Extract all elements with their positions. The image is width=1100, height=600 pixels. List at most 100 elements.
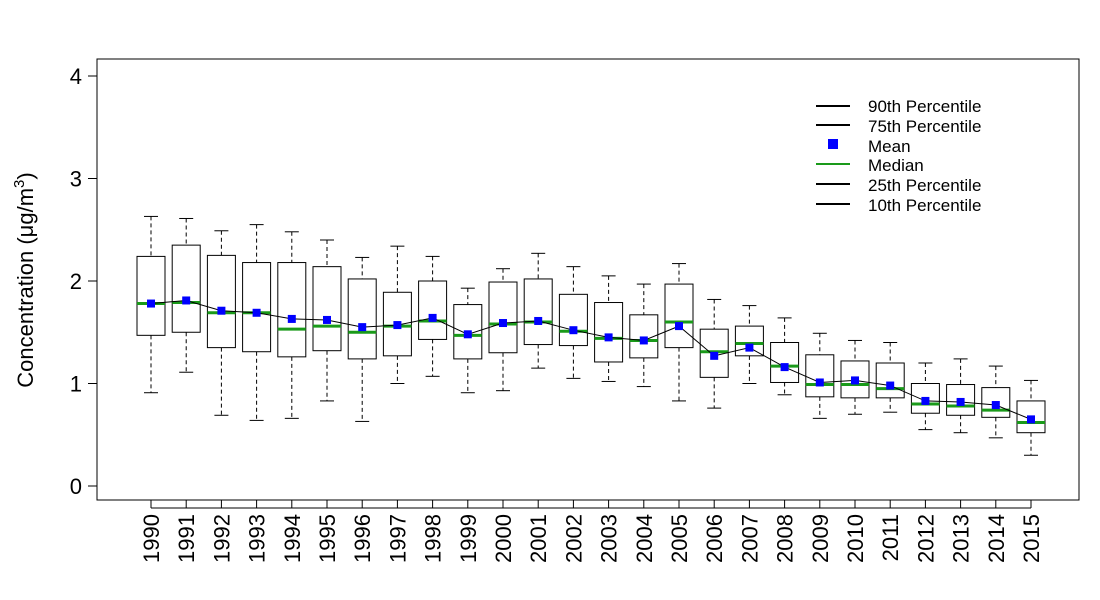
x-tick-label: 2013 [949,514,974,563]
mean-marker [956,397,965,406]
box-2008 [770,317,800,396]
mean-marker [217,306,226,315]
x-tick-label: 2015 [1019,514,1044,563]
y-tick-label: 0 [70,474,82,499]
iqr-box [805,354,835,398]
iqr-box [312,266,342,352]
x-tick-label: 2012 [913,514,938,563]
mean-line [150,299,1032,420]
iqr-box [171,244,201,333]
x-tick-label: 1993 [245,514,270,563]
x-tick-label: 1996 [350,514,375,563]
mean-marker [675,322,683,331]
iqr-box [136,255,166,336]
box-1990 [136,215,166,394]
box-1994 [277,231,307,419]
mean-marker [393,321,402,330]
x-tick-label: 1995 [315,514,340,563]
box-1991 [171,217,201,373]
mean-marker [463,330,472,339]
mean-marker [921,396,930,405]
mean-marker [604,333,613,342]
box-2011 [875,342,905,413]
x-tick-label: 1992 [209,514,234,563]
box-1992 [206,230,236,416]
y-tick-label: 3 [70,167,82,192]
box-1999 [453,287,483,394]
x-tick-label: 2011 [878,514,903,561]
box-2009 [805,332,835,419]
box-2013 [946,358,976,434]
box-series [136,215,1046,456]
legend-label-p75: 75th Percentile [868,117,981,136]
mean-marker [886,381,895,390]
legend-label-p10: 10th Percentile [868,196,981,215]
y-axis-title-close: ) [13,172,38,179]
iqr-box [277,262,307,358]
y-axis-title-main: Concentration ( [13,237,38,388]
box-1996 [347,256,377,422]
x-axis: 1990 1991 1992 1993 1994 1995 1996 1997 1998 1999… [139,500,1044,563]
x-tick-label: 2009 [808,514,833,563]
box-2000 [488,268,518,392]
mean-marker [1027,415,1035,424]
iqr-box [242,262,272,353]
iqr-box [488,281,518,354]
x-tick-label: 2006 [702,514,727,563]
mean-marker [287,314,296,323]
y-axis-title-unit: g/m [13,188,38,225]
x-tick-label: 2010 [843,514,868,563]
x-tick-label: 1999 [456,514,481,563]
iqr-box [875,362,905,399]
x-tick-label: 2000 [491,514,516,563]
mean-marker [851,376,859,385]
y-tick-label: 1 [70,372,82,397]
legend-label-mean: Mean [868,137,911,156]
y-tick-label: 4 [70,64,82,89]
box-2001 [523,252,553,369]
x-tick-label: 2002 [561,514,586,563]
mean-marker [534,316,543,325]
mean-marker [182,296,191,305]
iqr-box [594,302,624,363]
x-tick-label: 2014 [984,514,1009,563]
box-2005 [664,263,694,402]
iqr-box [418,280,448,340]
mean-marker [323,315,331,324]
iqr-box [206,254,236,349]
iqr-box [347,278,377,360]
mean-marker [639,336,648,345]
mean-marker [745,343,754,352]
mean-marker [569,326,578,335]
x-tick-label: 2005 [667,514,692,563]
legend-label-p90: 90th Percentile [868,97,981,116]
y-tick-label: 2 [70,269,82,294]
x-tick-label: 1994 [280,514,305,563]
box-2002 [558,266,588,379]
legend-key-mean [828,139,838,149]
legend-label-median: Median [868,156,924,175]
legend: 90th Percentile 75th Percentile Mean Med… [816,97,981,215]
box-2003 [594,275,624,382]
iqr-box [770,342,800,383]
box-1998 [418,255,448,377]
x-tick-label: 2001 [526,514,551,563]
mean-marker [815,378,824,387]
x-tick-label: 2008 [773,514,798,563]
mean-marker [710,351,719,360]
mean-marker [428,313,437,322]
mean-marker [252,308,261,317]
legend-label-p25: 25th Percentile [868,176,981,195]
box-1997 [382,245,412,384]
x-tick-label: 1990 [139,514,164,563]
mean-marker [780,363,789,372]
y-axis-title: Concentration (μg/m3) [11,172,38,387]
y-axis: 0 1 2 3 4 [70,64,98,499]
box-2004 [629,283,659,388]
mean-marker [358,323,367,332]
x-tick-label: 2007 [737,514,762,563]
box-2015 [1016,379,1046,456]
mean-marker [147,299,155,308]
box-1995 [312,239,342,402]
